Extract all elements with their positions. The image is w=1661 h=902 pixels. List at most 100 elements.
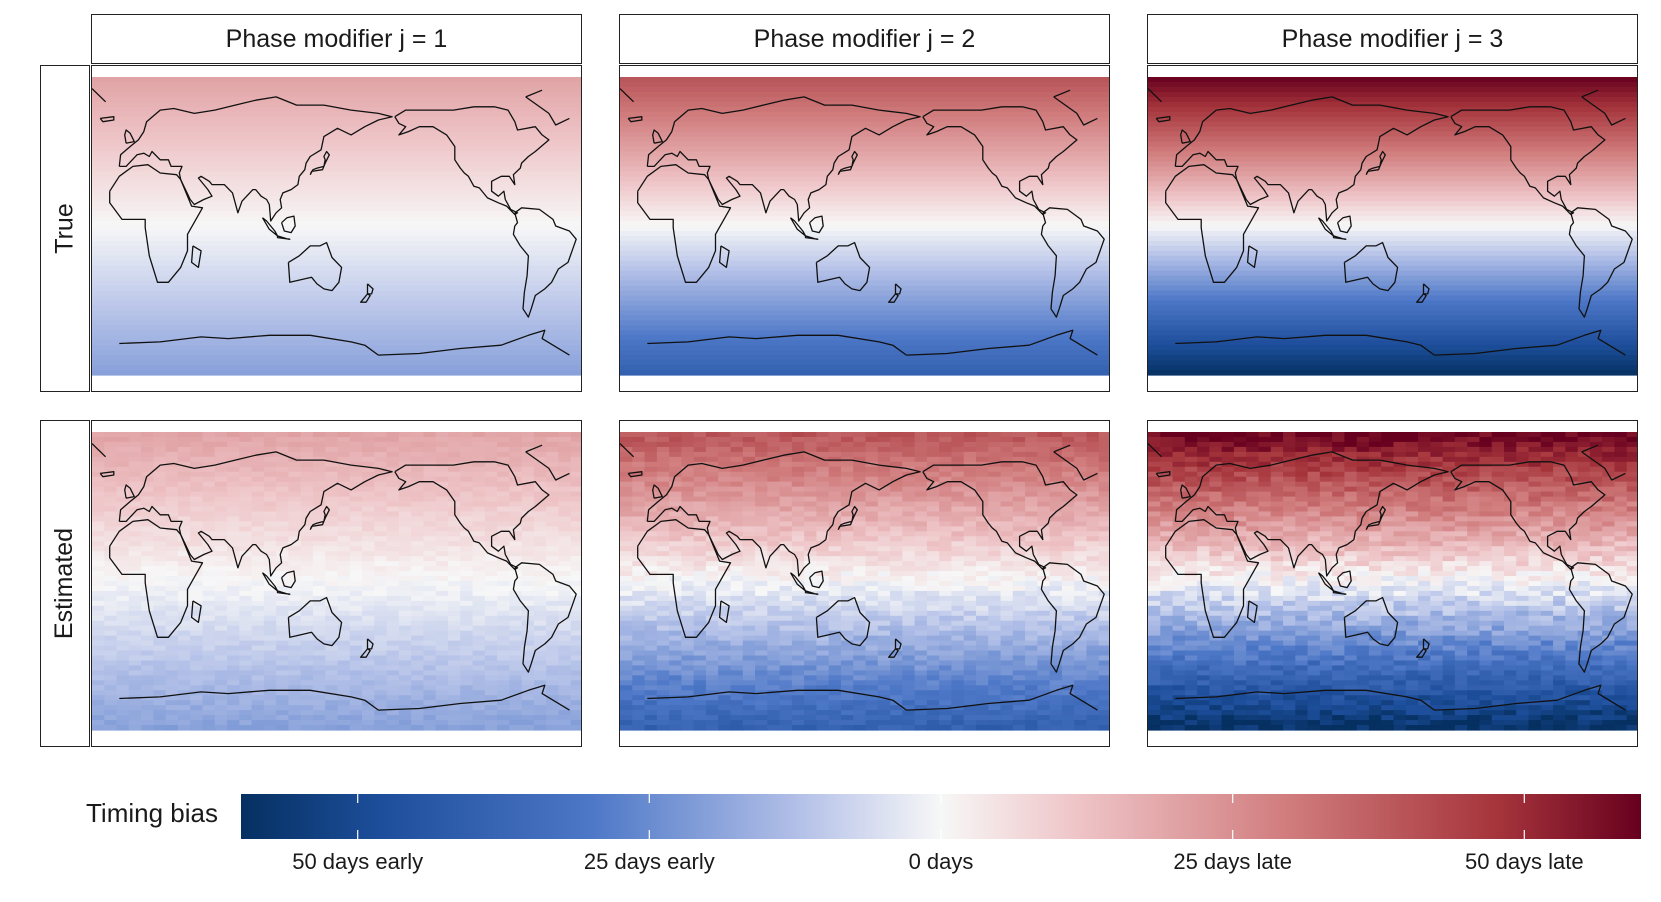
- heatmap-cell: [239, 506, 253, 513]
- heatmap-cell: [1049, 436, 1063, 443]
- heatmap-cell: [877, 432, 891, 438]
- heatmap-cell: [300, 481, 314, 488]
- heatmap-cell: [288, 566, 302, 572]
- heatmap-row: [620, 77, 1109, 83]
- heatmap-cell: [926, 432, 940, 438]
- heatmap-cell: [251, 516, 265, 522]
- heatmap-cell: [693, 585, 707, 592]
- heatmap-cell: [374, 725, 388, 731]
- heatmap-cell: [128, 610, 142, 617]
- heatmap-cell: [312, 432, 326, 438]
- heatmap-cell: [914, 531, 928, 537]
- heatmap-cell: [1049, 446, 1063, 453]
- heatmap-cell: [533, 441, 547, 448]
- map-panel-estimated-j1: [91, 420, 582, 747]
- heatmap-cell: [349, 630, 363, 637]
- heatmap-cell: [669, 581, 682, 587]
- heatmap-cell: [263, 720, 277, 726]
- heatmap-cell: [570, 665, 581, 671]
- heatmap-cell: [988, 546, 1002, 552]
- heatmap-cell: [104, 446, 118, 453]
- heatmap-cell: [718, 625, 732, 632]
- heatmap-cell: [337, 665, 351, 671]
- heatmap-cell: [705, 700, 719, 706]
- heatmap-cell: [288, 556, 302, 562]
- heatmap-cell: [914, 561, 928, 567]
- heatmap-cell: [951, 660, 965, 667]
- heatmap-cell: [423, 605, 437, 612]
- heatmap-cell: [730, 680, 744, 686]
- heatmap-cell: [546, 715, 560, 721]
- heatmap-cell: [521, 655, 535, 662]
- heatmap-cell: [165, 451, 179, 458]
- heatmap-cell: [779, 630, 793, 637]
- heatmap-row: [620, 340, 1109, 346]
- heatmap-cell: [325, 715, 339, 721]
- heatmap-cell: [1074, 705, 1088, 711]
- heatmap-cell: [1025, 526, 1038, 532]
- heatmap-cell: [325, 506, 339, 513]
- heatmap-cell: [484, 675, 498, 681]
- heatmap-cell: [263, 436, 277, 443]
- heatmap-cell: [141, 556, 154, 562]
- heatmap-cell: [693, 610, 707, 617]
- heatmap-cell: [141, 461, 154, 468]
- heatmap-cell: [1000, 590, 1014, 597]
- heatmap-cell: [521, 526, 535, 532]
- heatmap-cell: [484, 600, 498, 607]
- heatmap-cell: [116, 725, 130, 731]
- heatmap-cell: [1025, 595, 1038, 602]
- heatmap-cell: [1000, 536, 1014, 542]
- heatmap-cell: [681, 571, 695, 577]
- heatmap-cell: [497, 561, 510, 567]
- heatmap-cell: [239, 595, 253, 602]
- heatmap-cell: [177, 511, 191, 518]
- heatmap-cell: [497, 590, 510, 597]
- heatmap-cell: [202, 481, 216, 488]
- heatmap-cell: [632, 630, 646, 637]
- heatmap-cell: [509, 645, 523, 652]
- heatmap-cell: [988, 695, 1002, 701]
- heatmap-cell: [926, 595, 940, 602]
- heatmap-cell: [128, 720, 142, 726]
- heatmap-cell: [239, 635, 253, 642]
- heatmap-cell: [398, 536, 412, 542]
- heatmap-cell: [1061, 655, 1075, 662]
- heatmap-cell: [656, 645, 670, 652]
- heatmap-cell: [177, 441, 191, 448]
- heatmap-cell: [1000, 556, 1014, 562]
- heatmap-cell: [484, 645, 498, 652]
- heatmap-row: [1148, 146, 1637, 153]
- heatmap-cell: [632, 436, 646, 443]
- heatmap-cell: [190, 432, 204, 438]
- heatmap-cell: [177, 625, 191, 632]
- heatmap-cell: [1025, 536, 1038, 542]
- heatmap-cell: [484, 436, 498, 443]
- heatmap-cell: [104, 481, 118, 488]
- heatmap-cell: [890, 600, 903, 607]
- heatmap-cell: [325, 566, 339, 572]
- heatmap-cell: [276, 501, 290, 508]
- heatmap-cell: [926, 541, 940, 547]
- heatmap-cell: [484, 650, 498, 657]
- heatmap-cell: [975, 496, 989, 503]
- heatmap-cell: [656, 700, 670, 706]
- heatmap-cell: [632, 645, 646, 652]
- heatmap-cell: [779, 695, 793, 701]
- heatmap-cell: [300, 665, 314, 671]
- heatmap-cell: [840, 496, 854, 503]
- heatmap-cell: [902, 685, 916, 691]
- heatmap-cell: [742, 700, 756, 706]
- heatmap-cell: [939, 610, 953, 617]
- heatmap-cell: [435, 715, 449, 721]
- heatmap-cell: [1037, 630, 1051, 637]
- heatmap-cell: [386, 476, 400, 483]
- heatmap-cell: [902, 486, 916, 493]
- heatmap-cell: [779, 640, 793, 647]
- heatmap-cell: [227, 456, 240, 463]
- heatmap-cell: [362, 576, 375, 582]
- heatmap-cell: [227, 481, 240, 488]
- heatmap-cell: [447, 432, 461, 438]
- heatmap-cell: [1061, 456, 1075, 463]
- heatmap-cell: [951, 546, 965, 552]
